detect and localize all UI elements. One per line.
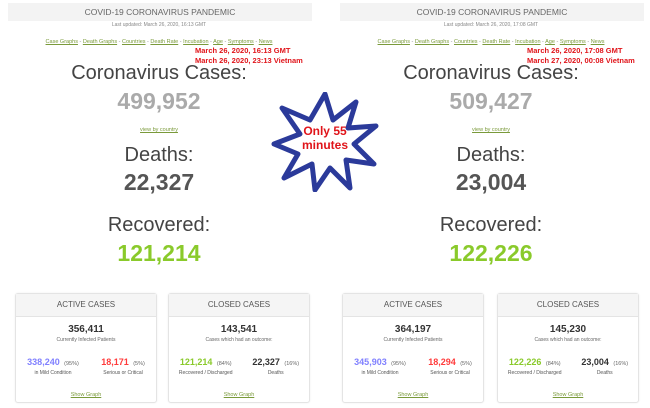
closed-deaths-label: Deaths xyxy=(267,370,284,376)
recovered-label: Recovered: xyxy=(439,214,543,236)
nav-link[interactable]: Age xyxy=(545,39,555,45)
callout-text: Only 55 minutes xyxy=(270,124,380,152)
nav-link[interactable]: Countries xyxy=(121,39,146,45)
callout-line1: Only 55 xyxy=(303,124,347,138)
cases-count: 509,427 xyxy=(449,88,533,114)
discharged-count: 122,226 xyxy=(508,357,542,367)
closed-cases-box: CLOSED CASES 145,230 Cases which had an … xyxy=(497,293,639,403)
page-title: COVID-19 CORONAVIRUS PANDEMIC xyxy=(8,3,312,21)
cases-label: Coronavirus Cases: xyxy=(71,62,247,84)
discharged-pct: (84%) xyxy=(216,361,232,367)
closed-deaths-pct: (16%) xyxy=(284,361,300,367)
discharged-label: Recovered / Discharged xyxy=(507,370,562,376)
nav-links: Case Graphs - Death Graphs - Countries -… xyxy=(45,39,273,45)
active-cases-title: ACTIVE CASES xyxy=(343,294,483,317)
nav-link[interactable]: Symptoms xyxy=(559,39,586,45)
callout-line2: minutes xyxy=(301,138,348,152)
mild-count: 338,240 xyxy=(27,357,60,367)
show-graph-link[interactable]: Show Graph xyxy=(552,392,584,398)
screenshot-panel: COVID-19 CORONAVIRUS PANDEMIC Last updat… xyxy=(0,0,318,408)
starburst-icon xyxy=(271,92,379,192)
screenshot-panel: COVID-19 CORONAVIRUS PANDEMIC Last updat… xyxy=(332,0,650,408)
nav-link[interactable]: Death Rate xyxy=(482,39,511,45)
page-title: COVID-19 CORONAVIRUS PANDEMIC xyxy=(340,3,644,21)
last-updated: Last updated: March 26, 2020, 16:13 GMT xyxy=(111,22,207,28)
closed-cases-title: CLOSED CASES xyxy=(169,294,309,317)
view-by-country-link[interactable]: view by country xyxy=(472,127,510,133)
recovered-label: Recovered: xyxy=(107,214,211,236)
discharged-count: 121,214 xyxy=(179,357,213,367)
discharged-label: Recovered / Discharged xyxy=(178,370,233,376)
closed-cases-box: CLOSED CASES 143,541 Cases which had an … xyxy=(168,293,310,403)
show-graph-link[interactable]: Show Graph xyxy=(397,392,429,398)
deaths-count: 22,327 xyxy=(123,169,195,195)
active-total: 356,411 xyxy=(68,324,104,335)
mild-pct: (95%) xyxy=(64,361,79,367)
recovered-count: 121,214 xyxy=(117,240,201,266)
closed-total-label: Cases which had an outcome: xyxy=(205,337,273,343)
serious-label: Serious or Critical xyxy=(103,370,143,376)
serious-pct: (5%) xyxy=(133,361,145,367)
deaths-count: 23,004 xyxy=(455,169,527,195)
serious-count: 18,171 xyxy=(101,357,129,367)
nav-link[interactable]: Countries xyxy=(453,39,478,45)
nav-links: Case Graphs - Death Graphs - Countries -… xyxy=(377,39,605,45)
recovered-count: 122,226 xyxy=(449,240,533,266)
serious-pct: (5%) xyxy=(460,361,472,367)
show-graph-link[interactable]: Show Graph xyxy=(223,392,255,398)
active-cases-box: ACTIVE CASES 364,197 Currently Infected … xyxy=(342,293,484,403)
active-cases-box: ACTIVE CASES 356,411 Currently Infected … xyxy=(15,293,157,403)
note-vietnam: March 27, 2020, 00:08 Vietnam xyxy=(527,56,635,65)
show-graph-link[interactable]: Show Graph xyxy=(70,392,102,398)
closed-total: 143,541 xyxy=(220,324,258,335)
cases-label: Coronavirus Cases: xyxy=(403,62,579,84)
closed-deaths-label: Deaths xyxy=(596,370,613,376)
closed-deaths-pct: (16%) xyxy=(613,361,629,367)
nav-link[interactable]: Age xyxy=(213,39,223,45)
active-cases-title: ACTIVE CASES xyxy=(16,294,156,317)
mild-count: 345,903 xyxy=(354,357,387,367)
serious-count: 18,294 xyxy=(428,357,456,367)
closed-total: 145,230 xyxy=(549,324,587,335)
closed-deaths-count: 22,327 xyxy=(252,357,280,367)
mild-pct: (95%) xyxy=(391,361,406,367)
active-total-label: Currently Infected Patients xyxy=(383,337,443,343)
last-updated: Last updated: March 26, 2020, 17:08 GMT xyxy=(443,22,539,28)
nav-link[interactable]: Death Graphs xyxy=(414,39,450,45)
discharged-pct: (84%) xyxy=(545,361,561,367)
time-annotation: March 26, 2020, 16:13 GMT March 26, 2020… xyxy=(195,46,303,66)
nav-link[interactable]: Incubation xyxy=(183,39,209,45)
note-gmt: March 26, 2020, 16:13 GMT xyxy=(195,46,291,55)
note-gmt: March 26, 2020, 17:08 GMT xyxy=(527,46,623,55)
active-total: 364,197 xyxy=(394,324,432,335)
closed-cases-title: CLOSED CASES xyxy=(498,294,638,317)
deaths-label: Deaths: xyxy=(124,144,194,166)
nav-link[interactable]: Incubation xyxy=(515,39,541,45)
nav-link[interactable]: Death Graphs xyxy=(82,39,118,45)
active-total-label: Currently Infected Patients xyxy=(56,337,116,343)
nav-link[interactable]: Symptoms xyxy=(227,39,254,45)
note-vietnam: March 26, 2020, 23:13 Vietnam xyxy=(195,56,303,65)
serious-label: Serious or Critical xyxy=(430,370,470,376)
closed-total-label: Cases which had an outcome: xyxy=(534,337,602,343)
cases-count: 499,952 xyxy=(117,88,201,114)
mild-label: in Mild Condition xyxy=(361,370,399,376)
nav-link[interactable]: News xyxy=(590,39,605,45)
nav-link[interactable]: Death Rate xyxy=(150,39,179,45)
nav-link[interactable]: Case Graphs xyxy=(45,39,78,45)
nav-link[interactable]: Case Graphs xyxy=(377,39,410,45)
deaths-label: Deaths: xyxy=(456,144,526,166)
mild-label: in Mild Condition xyxy=(34,370,72,376)
nav-link[interactable]: News xyxy=(258,39,273,45)
time-annotation: March 26, 2020, 17:08 GMT March 27, 2020… xyxy=(527,46,635,66)
closed-deaths-count: 23,004 xyxy=(581,357,609,367)
view-by-country-link[interactable]: view by country xyxy=(140,127,178,133)
